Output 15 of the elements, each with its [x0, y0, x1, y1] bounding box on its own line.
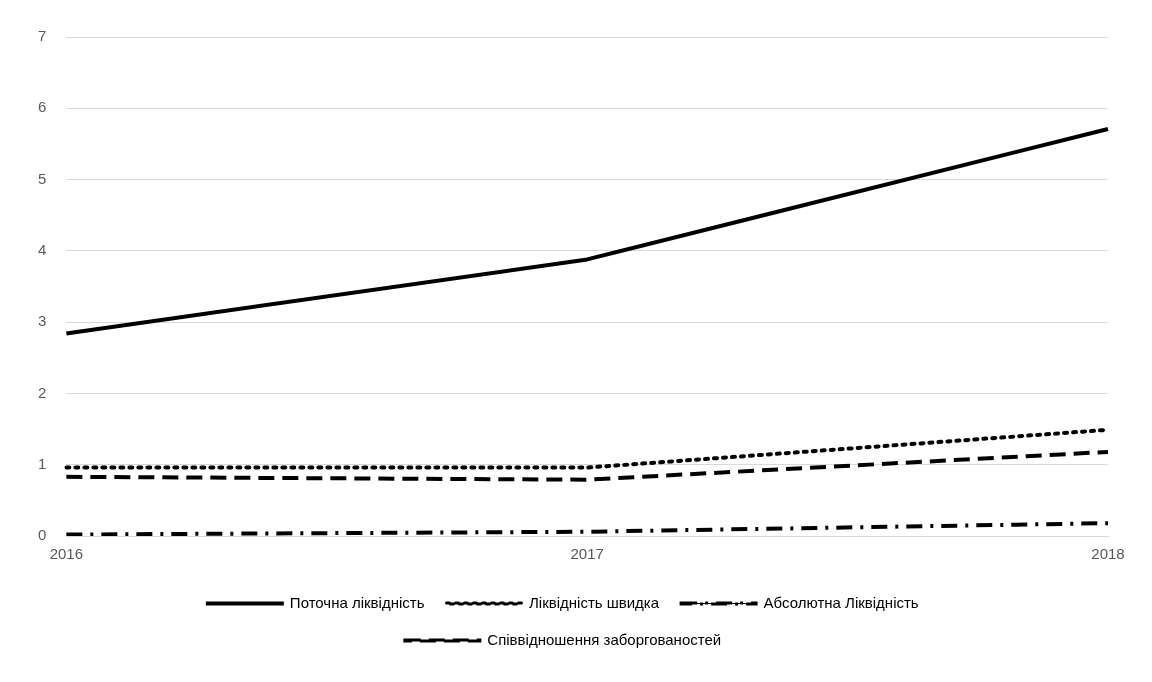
legend-label: Співвідношення заборгованостей	[487, 630, 722, 648]
y-tick-label: 0	[38, 526, 47, 544]
legend-label: Ліквідність швидка	[528, 593, 660, 611]
y-tick-label: 2	[38, 383, 47, 401]
legend-label: Поточна ліквідність	[289, 593, 425, 611]
y-tick-label: 3	[38, 312, 47, 330]
y-tick-label: 6	[38, 98, 47, 116]
y-tick-label: 7	[38, 27, 47, 45]
x-tick-label: 2016	[49, 545, 84, 563]
legend-label: Абсолютна Ліквідність	[763, 593, 919, 611]
y-tick-label: 1	[38, 454, 47, 472]
y-tick-label: 5	[38, 169, 47, 187]
x-tick-label: 2017	[570, 545, 604, 563]
x-tick-label: 2018	[1091, 545, 1125, 563]
y-tick-label: 4	[38, 241, 47, 258]
